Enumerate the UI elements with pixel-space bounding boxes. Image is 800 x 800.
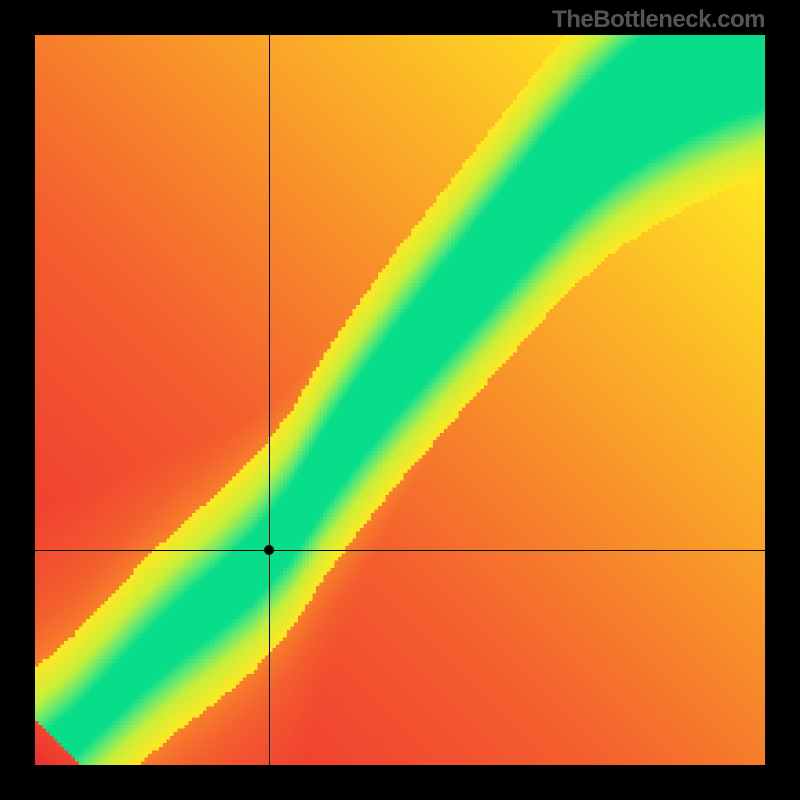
chart-container: TheBottleneck.com bbox=[0, 0, 800, 800]
crosshair-vertical bbox=[269, 35, 270, 765]
watermark-title: TheBottleneck.com bbox=[552, 6, 765, 34]
crosshair-horizontal bbox=[35, 550, 765, 551]
heatmap-canvas bbox=[35, 35, 765, 765]
heatmap-plot bbox=[35, 35, 765, 765]
crosshair-marker bbox=[264, 545, 274, 555]
